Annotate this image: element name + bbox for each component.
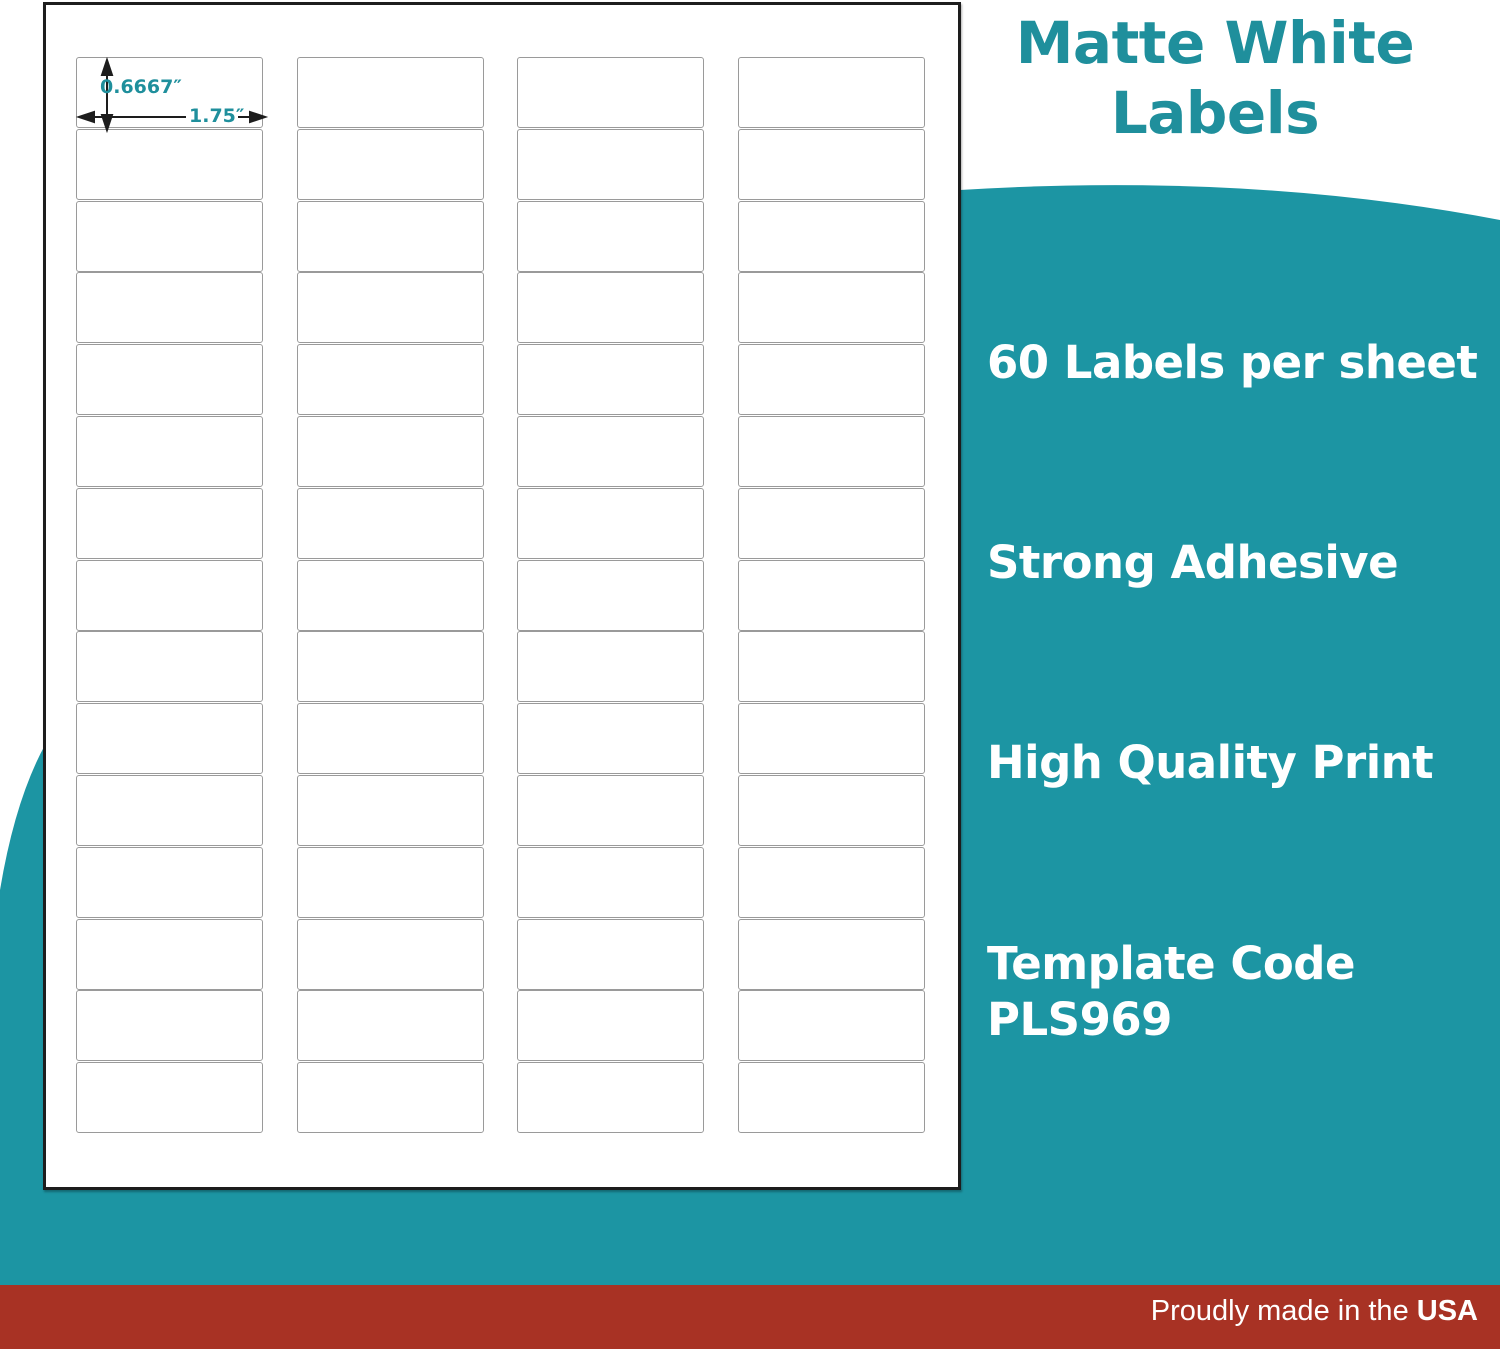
label-cell (297, 703, 484, 775)
label-cell (297, 416, 484, 487)
label-cell (517, 990, 704, 1062)
label-cell (76, 918, 263, 990)
label-cell (738, 846, 925, 918)
label-cell (76, 272, 263, 344)
label-cell (517, 559, 704, 631)
label-cell (76, 1062, 263, 1134)
label-cell (76, 775, 263, 846)
label-cell (517, 344, 704, 416)
feature-labels-per-sheet: 60 Labels per sheet (987, 336, 1478, 389)
label-cell (297, 57, 484, 128)
label-cell (297, 487, 484, 559)
template-code-label: Template Code (987, 937, 1356, 990)
label-cell (517, 200, 704, 272)
label-width-dimension: 1.75″ (189, 105, 245, 127)
label-cell (76, 416, 263, 487)
label-cell (76, 559, 263, 631)
label-cell (76, 846, 263, 918)
title-line-1: Matte White (1015, 9, 1415, 77)
label-cell (738, 631, 925, 703)
label-cell (738, 416, 925, 487)
label-cell (76, 344, 263, 416)
label-cell (517, 631, 704, 703)
label-cell (738, 487, 925, 559)
label-cell (738, 775, 925, 846)
label-cell (76, 128, 263, 200)
label-cell (297, 272, 484, 344)
template-code-value: PLS969 (987, 993, 1173, 1046)
label-cell (517, 775, 704, 846)
label-height-dimension: 0.6667″ (100, 76, 182, 98)
feature-high-quality-print: High Quality Print (987, 736, 1434, 789)
label-cell (738, 128, 925, 200)
label-cell (297, 344, 484, 416)
label-cell (738, 703, 925, 775)
label-cell (297, 1062, 484, 1134)
label-cell (76, 990, 263, 1062)
dimension-arrows (75, 56, 269, 134)
label-cell (76, 703, 263, 775)
label-cell (297, 846, 484, 918)
label-cell (738, 990, 925, 1062)
label-cell (738, 559, 925, 631)
label-cell (517, 846, 704, 918)
label-cell (738, 272, 925, 344)
usa-text: USA (1416, 1295, 1478, 1327)
label-cell (517, 128, 704, 200)
product-title: Matte White Labels (960, 8, 1470, 148)
made-in-usa-text: Proudly made in the USA (1151, 1295, 1478, 1328)
label-cell (76, 631, 263, 703)
label-cell (76, 200, 263, 272)
label-cell (517, 487, 704, 559)
label-cell (297, 128, 484, 200)
label-cell (738, 344, 925, 416)
label-cell (738, 57, 925, 128)
label-cell (517, 918, 704, 990)
label-cell (297, 559, 484, 631)
label-cell (297, 918, 484, 990)
feature-strong-adhesive: Strong Adhesive (987, 536, 1399, 589)
label-cell (297, 200, 484, 272)
label-cell (738, 1062, 925, 1134)
made-in-text: Proudly made in the (1150, 1295, 1409, 1327)
label-cell (297, 775, 484, 846)
label-cell (517, 703, 704, 775)
label-cell (297, 990, 484, 1062)
footer-band: Proudly made in the USA (0, 1285, 1500, 1349)
label-cell (517, 1062, 704, 1134)
label-cell (738, 918, 925, 990)
feature-template-code: Template Code PLS969 (987, 936, 1356, 1048)
label-sheet: 0.6667″ 1.75″ (43, 2, 961, 1190)
label-cell (76, 487, 263, 559)
label-cell (517, 416, 704, 487)
label-cell (297, 631, 484, 703)
title-line-2: Labels (1110, 79, 1320, 147)
label-cell (738, 200, 925, 272)
label-cell (517, 272, 704, 344)
label-cell (517, 57, 704, 128)
